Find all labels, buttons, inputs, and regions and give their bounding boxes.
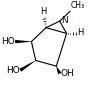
Polygon shape: [19, 60, 36, 72]
Text: HO: HO: [1, 37, 15, 46]
Text: H: H: [40, 7, 47, 16]
Text: CH₃: CH₃: [71, 1, 85, 10]
Text: N: N: [61, 16, 68, 25]
Text: OH: OH: [60, 69, 74, 78]
Polygon shape: [56, 66, 61, 74]
Polygon shape: [15, 40, 31, 43]
Text: HO: HO: [6, 66, 20, 75]
Text: H: H: [77, 28, 84, 37]
